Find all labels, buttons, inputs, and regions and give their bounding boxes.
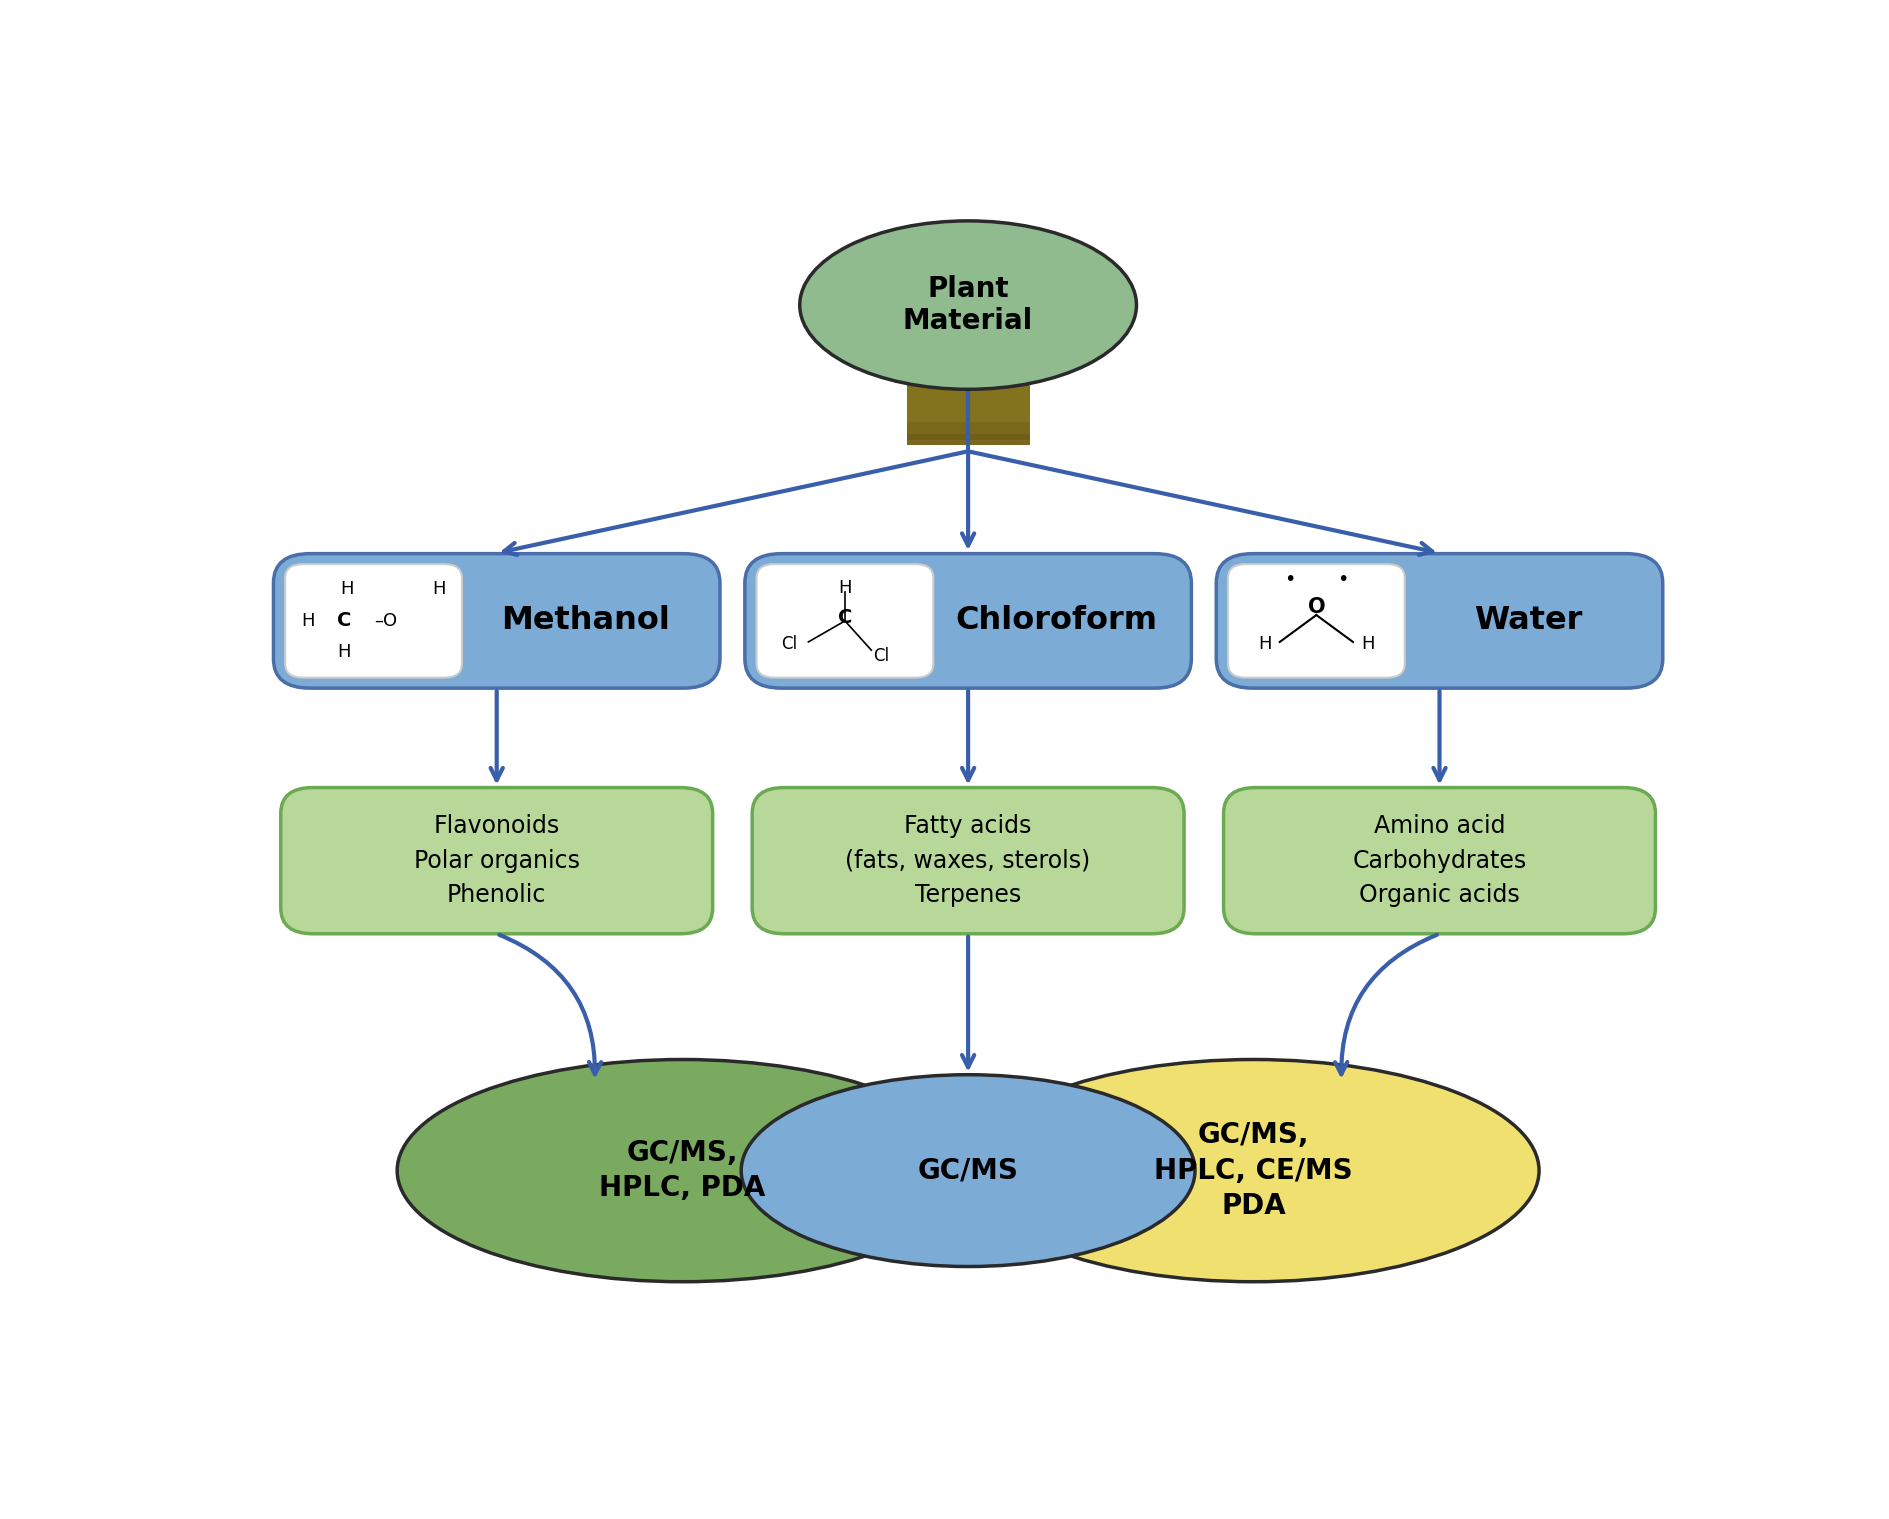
FancyBboxPatch shape	[744, 553, 1192, 688]
Text: Fatty acids
(fats, waxes, sterols)
Terpenes: Fatty acids (fats, waxes, sterols) Terpe…	[846, 814, 1090, 907]
FancyBboxPatch shape	[907, 363, 1030, 445]
FancyBboxPatch shape	[907, 363, 1030, 434]
Text: H: H	[300, 612, 314, 630]
Text: H: H	[1258, 635, 1271, 653]
Text: •: •	[1285, 571, 1296, 589]
Text: Cl: Cl	[782, 635, 797, 653]
Text: H: H	[1360, 635, 1375, 653]
Ellipse shape	[799, 220, 1137, 389]
FancyBboxPatch shape	[281, 787, 712, 934]
Text: Amino acid
Carbohydrates
Organic acids: Amino acid Carbohydrates Organic acids	[1353, 814, 1526, 907]
Text: C: C	[336, 611, 351, 630]
FancyBboxPatch shape	[752, 787, 1184, 934]
FancyBboxPatch shape	[274, 553, 720, 688]
Text: –O: –O	[374, 612, 397, 630]
Text: C: C	[837, 608, 852, 627]
FancyBboxPatch shape	[1228, 564, 1405, 677]
Text: H: H	[839, 579, 852, 597]
Ellipse shape	[397, 1060, 969, 1282]
Ellipse shape	[969, 1060, 1540, 1282]
Ellipse shape	[740, 1075, 1196, 1267]
Text: GC/MS: GC/MS	[918, 1156, 1018, 1185]
Text: •: •	[1337, 571, 1349, 589]
FancyBboxPatch shape	[907, 363, 1030, 439]
Text: H: H	[433, 580, 446, 598]
Text: GC/MS,
HPLC, PDA: GC/MS, HPLC, PDA	[599, 1139, 765, 1203]
Text: Chloroform: Chloroform	[956, 606, 1158, 636]
Text: H: H	[340, 580, 353, 598]
FancyBboxPatch shape	[1217, 553, 1662, 688]
Text: H: H	[338, 644, 351, 661]
Text: Water: Water	[1473, 606, 1583, 636]
FancyBboxPatch shape	[285, 564, 463, 677]
Text: O: O	[1307, 597, 1326, 617]
FancyBboxPatch shape	[1224, 787, 1655, 934]
Text: Methanol: Methanol	[501, 606, 669, 636]
Text: GC/MS,
HPLC, CE/MS
PDA: GC/MS, HPLC, CE/MS PDA	[1154, 1121, 1353, 1220]
Text: Plant
Material: Plant Material	[903, 275, 1033, 336]
FancyBboxPatch shape	[907, 363, 1030, 422]
Text: Cl: Cl	[873, 647, 890, 665]
Text: Flavonoids
Polar organics
Phenolic: Flavonoids Polar organics Phenolic	[414, 814, 580, 907]
FancyBboxPatch shape	[757, 564, 933, 677]
